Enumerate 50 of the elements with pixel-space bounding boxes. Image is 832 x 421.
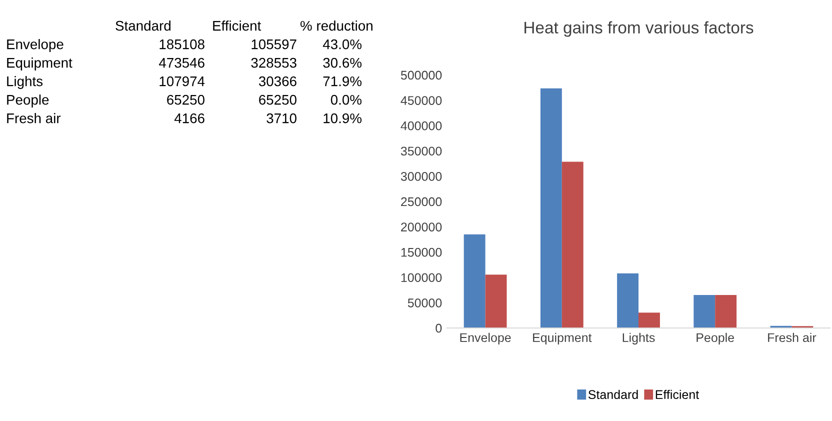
y-tick-label: 250000 [401,197,442,206]
x-tick-label: People [696,332,734,345]
text: Fresh air [7,113,61,124]
bar [638,312,660,328]
x-tick-label: Envelope [460,332,511,345]
text: 71.9% [323,76,362,86]
y-tick-label: 450000 [400,96,442,105]
text: % reduction [300,20,372,31]
text: 473546 [158,58,204,68]
legend-label: Efficient [656,390,700,400]
text: Standard [116,20,170,31]
text: Efficient [213,20,262,31]
text: 3710 [266,113,296,124]
y-tick-label: 200000 [401,222,442,232]
bar [694,294,716,328]
bar [485,274,507,328]
text: 0.0% [330,94,362,105]
text: Equipment [7,58,72,70]
text: 65250 [167,94,204,105]
y-tick-label: 0 [436,324,442,333]
y-tick-label: 500000 [400,70,442,80]
y-tick-label: 300000 [400,172,442,181]
text: 65250 [259,94,296,105]
y-tick-label: 400000 [400,121,442,130]
text: 107974 [160,76,205,86]
text: 328553 [251,58,296,68]
text: People [7,94,49,108]
x-tick-label: Fresh air [768,332,816,342]
text: 30366 [258,76,296,86]
text: 4166 [174,113,204,124]
x-tick-label: Lights [622,332,655,345]
bar [715,294,737,328]
text: 10.9% [324,113,362,124]
text: 43.0% [322,39,362,50]
text: Lights [7,76,43,89]
bar [617,273,638,328]
bar [464,234,486,328]
y-tick-label: 150000 [401,248,442,257]
x-tick-label: Equipment [533,332,592,345]
legend-label: Standard [588,390,638,400]
text: 185108 [160,39,204,50]
chart-title: Heat gains from various factors [524,21,754,37]
text: 105597 [252,39,296,50]
y-tick-label: 350000 [400,146,442,156]
bar [540,88,562,328]
text: Envelope [7,39,64,52]
text: 30.6% [323,58,362,68]
y-tick-label: 100000 [401,273,442,282]
y-tick-label: 50000 [408,298,442,308]
bar [562,162,584,328]
